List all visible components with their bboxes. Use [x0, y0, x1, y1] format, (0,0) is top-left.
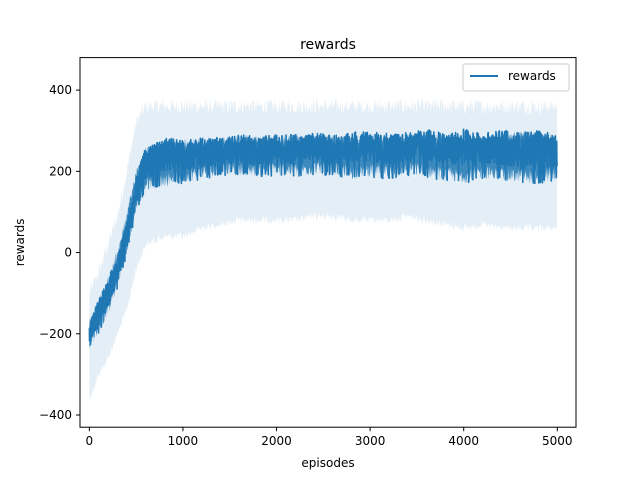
series-line-rewards: [88, 128, 558, 346]
y-tick-label: −400: [39, 408, 72, 422]
x-tick-label: 2000: [261, 434, 292, 448]
y-tick-label: 0: [64, 246, 72, 260]
x-tick-label: 5000: [542, 434, 573, 448]
line-layer: [88, 128, 558, 349]
x-axis-ticks: 0 1000 2000 3000 4000 5000: [86, 427, 573, 448]
x-tick-label: 4000: [448, 434, 479, 448]
legend-label: rewards: [508, 69, 556, 83]
y-axis-label: rewards: [13, 218, 27, 266]
x-tick-label: 3000: [355, 434, 386, 448]
y-tick-label: 200: [49, 164, 72, 178]
y-tick-label: −200: [39, 327, 72, 341]
legend: rewards: [462, 63, 570, 92]
x-axis-label: episodes: [301, 456, 354, 470]
legend-box: [462, 63, 570, 92]
x-tick-label: 0: [86, 434, 94, 448]
y-tick-label: 400: [49, 83, 72, 97]
x-tick-label: 1000: [168, 434, 199, 448]
plot-frame: [79, 57, 577, 428]
chart-title: rewards: [300, 37, 356, 53]
y-axis-ticks: −400 −200 0 200 400: [39, 83, 80, 422]
